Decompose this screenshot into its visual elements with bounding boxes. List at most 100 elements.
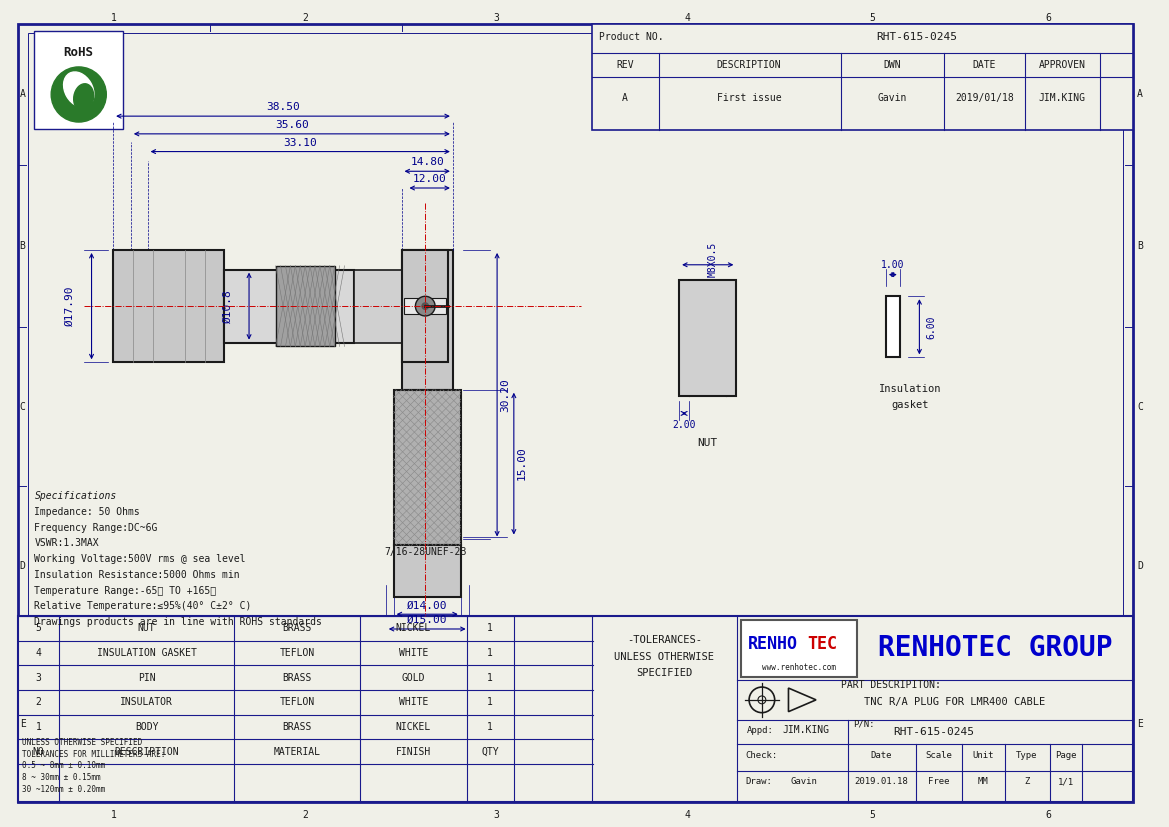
Text: RoHS: RoHS xyxy=(64,45,94,59)
Text: A: A xyxy=(1137,89,1143,99)
Text: UNLESS OTHERWISE: UNLESS OTHERWISE xyxy=(615,652,714,662)
Text: 4: 4 xyxy=(35,648,41,658)
Text: 1: 1 xyxy=(111,810,117,820)
Text: -TOLERANCES-: -TOLERANCES- xyxy=(627,635,701,645)
Text: Unit: Unit xyxy=(973,752,994,761)
Text: 3: 3 xyxy=(493,12,499,22)
Text: WHITE: WHITE xyxy=(399,648,428,658)
Text: TOLERANCES FOR MILLIMETERS ARE:: TOLERANCES FOR MILLIMETERS ARE: xyxy=(22,749,165,758)
Text: 5: 5 xyxy=(35,624,41,633)
Text: DESCRIPTION: DESCRIPTION xyxy=(115,747,179,757)
Text: Temperature Range:-65℃ TO +165℃: Temperature Range:-65℃ TO +165℃ xyxy=(34,586,216,595)
Text: Type: Type xyxy=(1016,752,1037,761)
Text: MM: MM xyxy=(978,777,989,786)
Text: RENHOTEC: RENHOTEC xyxy=(85,247,525,316)
Text: Ø10.8: Ø10.8 xyxy=(222,289,233,323)
Text: A: A xyxy=(622,93,628,103)
Bar xyxy=(394,390,461,545)
Text: 0.5 ~ 8mm ± 0.10mm: 0.5 ~ 8mm ± 0.10mm xyxy=(22,762,105,770)
Text: JIM.KING: JIM.KING xyxy=(783,725,830,735)
Text: 1/1: 1/1 xyxy=(1058,777,1074,786)
Text: Insulation Resistance:5000 Ohms min: Insulation Resistance:5000 Ohms min xyxy=(34,570,240,580)
Text: MATERIAL: MATERIAL xyxy=(274,747,320,757)
Text: B: B xyxy=(20,241,26,251)
Text: 1: 1 xyxy=(487,648,493,658)
Text: 38.50: 38.50 xyxy=(267,103,300,112)
Circle shape xyxy=(415,296,435,316)
Text: APPROVEN: APPROVEN xyxy=(1038,60,1086,70)
Bar xyxy=(741,620,857,677)
Text: Ø14.00: Ø14.00 xyxy=(407,600,448,610)
Text: M8X0.5: M8X0.5 xyxy=(707,242,718,278)
Text: RENHOTEC: RENHOTEC xyxy=(85,394,525,464)
Text: Ø15.00: Ø15.00 xyxy=(407,615,448,625)
Text: INSULATION GASKET: INSULATION GASKET xyxy=(97,648,196,658)
Text: 4: 4 xyxy=(684,12,690,22)
Bar xyxy=(113,250,224,362)
Text: BRASS: BRASS xyxy=(283,672,312,683)
Text: Z: Z xyxy=(1024,777,1030,786)
Text: Drawings products are in line with ROHS standards: Drawings products are in line with ROHS … xyxy=(34,617,323,627)
Bar xyxy=(18,616,1133,802)
Text: 5: 5 xyxy=(870,12,876,22)
Text: 2: 2 xyxy=(303,810,309,820)
Bar xyxy=(402,250,448,362)
Text: 3: 3 xyxy=(35,672,41,683)
Text: 1: 1 xyxy=(487,624,493,633)
Text: 35.60: 35.60 xyxy=(275,120,309,130)
Text: 1: 1 xyxy=(487,722,493,732)
Text: 2.00: 2.00 xyxy=(672,420,696,430)
Text: PIN: PIN xyxy=(138,672,155,683)
Text: 1: 1 xyxy=(35,722,41,732)
Text: 7/16-28UNEF-2B: 7/16-28UNEF-2B xyxy=(385,547,466,557)
Text: 8 ~ 30mm ± 0.15mm: 8 ~ 30mm ± 0.15mm xyxy=(22,773,101,782)
Text: A: A xyxy=(20,89,26,99)
Text: 6: 6 xyxy=(1045,810,1051,820)
Bar xyxy=(679,280,736,395)
Circle shape xyxy=(421,302,429,310)
Text: P/N:: P/N: xyxy=(853,720,874,729)
Text: www.renhotec.com: www.renhotec.com xyxy=(762,663,836,672)
Text: Insulation: Insulation xyxy=(879,384,942,394)
Text: Specifications: Specifications xyxy=(34,491,117,501)
Text: BODY: BODY xyxy=(134,722,159,732)
Text: DWN: DWN xyxy=(883,60,900,70)
Text: D: D xyxy=(20,561,26,571)
Text: Date: Date xyxy=(870,752,892,761)
Text: INSULATOR: INSULATOR xyxy=(120,697,173,707)
Text: GOLD: GOLD xyxy=(402,672,426,683)
Text: Impedance: 50 Ohms: Impedance: 50 Ohms xyxy=(34,507,140,517)
Text: Frequency Range:DC~6G: Frequency Range:DC~6G xyxy=(34,523,158,533)
Text: E: E xyxy=(1137,719,1143,729)
Text: Relative Temperature:≤95%(40° C±2° C): Relative Temperature:≤95%(40° C±2° C) xyxy=(34,601,251,611)
Text: 6.00: 6.00 xyxy=(926,315,936,338)
Bar xyxy=(354,270,402,342)
Text: E: E xyxy=(20,719,26,729)
Ellipse shape xyxy=(63,72,94,108)
Text: RENHOTEC GROUP: RENHOTEC GROUP xyxy=(878,633,1113,662)
Text: Working Voltage:500V rms @ sea level: Working Voltage:500V rms @ sea level xyxy=(34,554,245,564)
Text: TNC R/A PLUG FOR LMR400 CABLE: TNC R/A PLUG FOR LMR400 CABLE xyxy=(864,697,1045,707)
Text: VSWR:1.3MAX: VSWR:1.3MAX xyxy=(34,538,99,548)
Text: UNLESS OTHERWISE SPECIFIED: UNLESS OTHERWISE SPECIFIED xyxy=(22,738,141,747)
Text: WHITE: WHITE xyxy=(399,697,428,707)
Text: Gavin: Gavin xyxy=(877,93,906,103)
Bar xyxy=(402,250,452,390)
Text: 14.80: 14.80 xyxy=(410,157,444,167)
Text: gasket: gasket xyxy=(892,399,929,409)
Text: Free: Free xyxy=(928,777,950,786)
Text: 2019/01/18: 2019/01/18 xyxy=(955,93,1014,103)
Text: 2: 2 xyxy=(35,697,41,707)
Text: DATE: DATE xyxy=(973,60,996,70)
Text: RENHO: RENHO xyxy=(748,635,797,653)
Bar xyxy=(276,265,334,347)
Text: 33.10: 33.10 xyxy=(283,138,317,148)
Text: 6: 6 xyxy=(1045,12,1051,22)
Text: JIM.KING: JIM.KING xyxy=(1038,93,1086,103)
Text: QTY: QTY xyxy=(482,747,499,757)
Text: 2: 2 xyxy=(303,12,309,22)
Text: REV: REV xyxy=(616,60,634,70)
Text: 3: 3 xyxy=(493,810,499,820)
Bar xyxy=(886,296,900,357)
Text: Scale: Scale xyxy=(926,752,953,761)
